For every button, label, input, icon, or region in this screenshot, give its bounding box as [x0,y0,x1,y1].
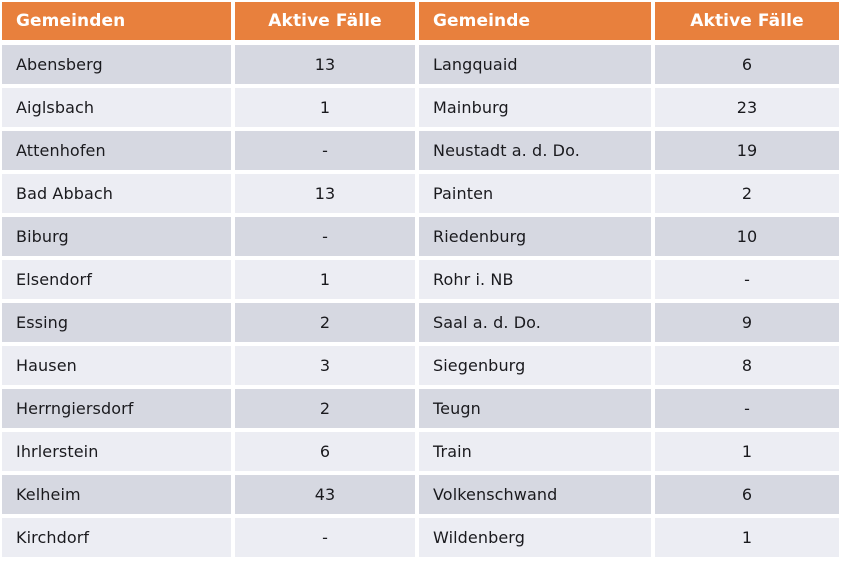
gemeinde-cell: Wildenberg [419,518,651,557]
cases-cell: 43 [235,475,415,514]
cases-cell: 10 [655,217,839,256]
cases-cell: - [655,260,839,299]
cases-cell: 1 [655,518,839,557]
gemeinde-cell: Painten [419,174,651,213]
gemeinde-cell: Biburg [2,217,231,256]
cases-cell: 19 [655,131,839,170]
gemeinde-cell: Rohr i. NB [419,260,651,299]
cases-cell: 3 [235,346,415,385]
gemeinde-cell: Essing [2,303,231,342]
gemeinde-cell: Aiglsbach [2,88,231,127]
gemeinde-cell: Kirchdorf [2,518,231,557]
cases-cell: 13 [235,45,415,84]
gemeinde-cell: Riedenburg [419,217,651,256]
cases-cell: 8 [655,346,839,385]
gemeinde-cell: Kelheim [2,475,231,514]
column-header-gemeinden-left: Gemeinden [2,2,231,40]
cases-cell: 6 [655,45,839,84]
gemeinde-cell: Saal a. d. Do. [419,303,651,342]
gemeinde-cell: Siegenburg [419,346,651,385]
cases-cell: 23 [655,88,839,127]
cases-cell: - [235,217,415,256]
gemeinde-cell: Elsendorf [2,260,231,299]
cases-cell: 6 [235,432,415,471]
cases-cell: 1 [235,88,415,127]
cases-cell: - [235,518,415,557]
column-header-gemeinde-right: Gemeinde [419,2,651,40]
cases-cell: 2 [235,303,415,342]
cases-cell: 6 [655,475,839,514]
gemeinde-cell: Langquaid [419,45,651,84]
gemeinde-cell: Hausen [2,346,231,385]
gemeinde-cell: Teugn [419,389,651,428]
gemeinde-cell: Train [419,432,651,471]
cases-cell: 1 [655,432,839,471]
cases-cell: 2 [235,389,415,428]
gemeinde-cell: Attenhofen [2,131,231,170]
cases-cell: 9 [655,303,839,342]
cases-cell: 1 [235,260,415,299]
gemeinde-cell: Herrngiersdorf [2,389,231,428]
cases-cell: - [655,389,839,428]
gemeinde-cell: Mainburg [419,88,651,127]
column-header-aktive-faelle-right: Aktive Fälle [655,2,839,40]
gemeinde-cell: Volkenschwand [419,475,651,514]
gemeinde-cell: Ihrlerstein [2,432,231,471]
column-header-aktive-faelle-left: Aktive Fälle [235,2,415,40]
cases-cell: 13 [235,174,415,213]
cases-cell: 2 [655,174,839,213]
gemeinde-cell: Neustadt a. d. Do. [419,131,651,170]
gemeinde-cell: Bad Abbach [2,174,231,213]
gemeinde-cell: Abensberg [2,45,231,84]
cases-cell: - [235,131,415,170]
